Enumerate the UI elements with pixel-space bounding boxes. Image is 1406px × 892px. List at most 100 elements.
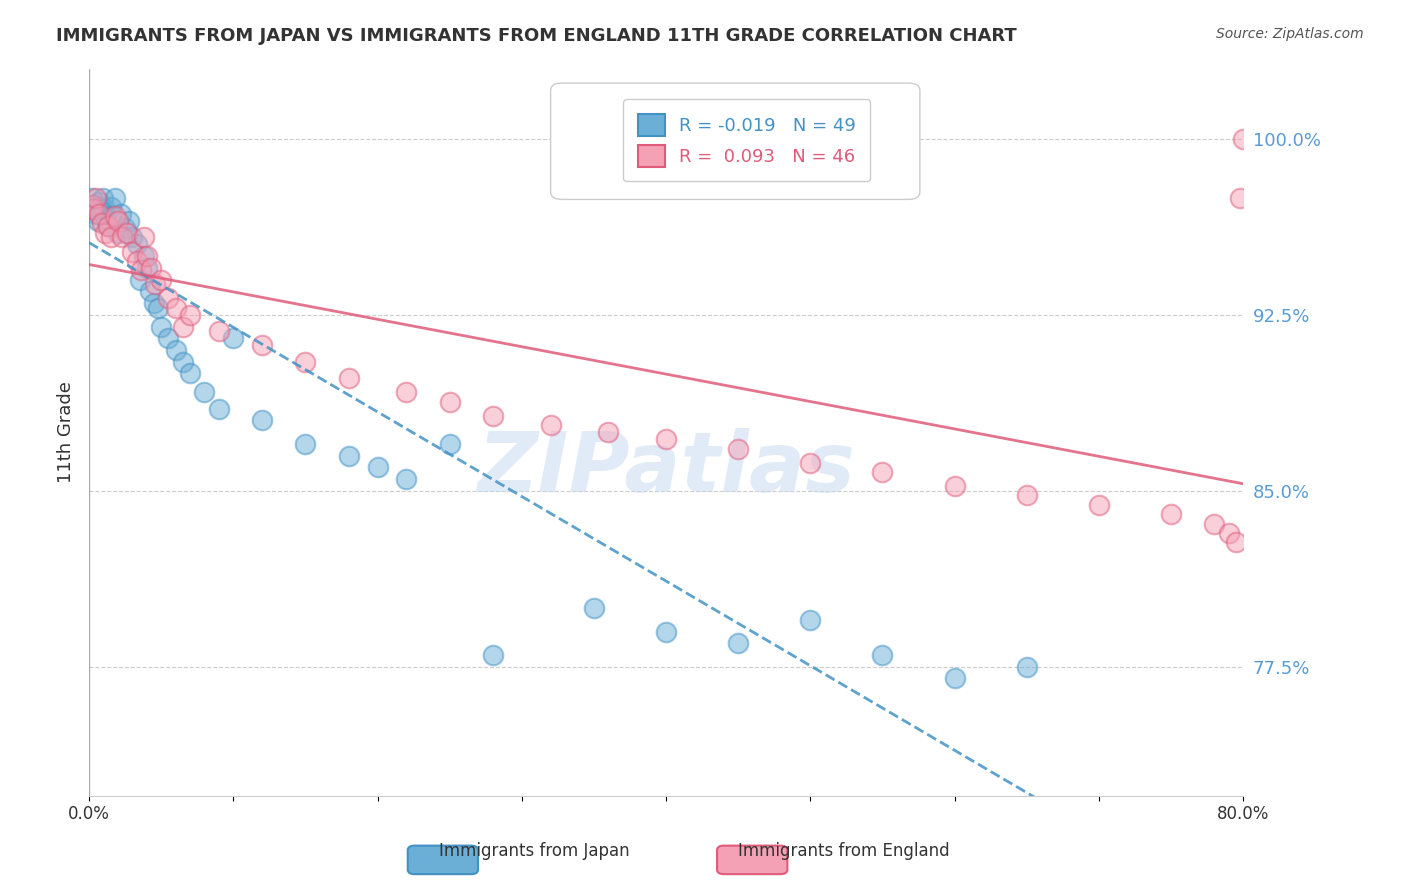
Point — [97, 219, 120, 233]
Point — [91, 216, 114, 230]
Point — [582, 601, 605, 615]
Point — [148, 301, 170, 315]
Point — [540, 418, 562, 433]
Point — [91, 204, 114, 219]
Point — [172, 355, 194, 369]
Point — [395, 472, 418, 486]
Text: Immigrants from England: Immigrants from England — [738, 842, 949, 860]
Point — [1015, 488, 1038, 502]
Point — [395, 385, 418, 400]
Point — [165, 343, 187, 357]
Point — [655, 432, 678, 446]
Point — [80, 197, 103, 211]
Point — [157, 292, 180, 306]
Point — [294, 355, 316, 369]
Point — [138, 285, 160, 299]
Point — [179, 308, 201, 322]
Point — [104, 210, 127, 224]
Point — [157, 331, 180, 345]
Point — [337, 371, 360, 385]
Point — [1229, 190, 1251, 204]
Point — [128, 273, 150, 287]
Point — [96, 211, 118, 226]
Point — [150, 273, 173, 287]
Point — [799, 456, 821, 470]
Point — [100, 200, 122, 214]
Point — [118, 214, 141, 228]
Point — [598, 425, 620, 439]
Point — [655, 624, 678, 639]
Point — [84, 207, 107, 221]
Point — [110, 207, 132, 221]
Point — [80, 190, 103, 204]
Point — [87, 214, 110, 228]
Point — [135, 249, 157, 263]
Point — [179, 367, 201, 381]
Point — [1232, 132, 1254, 146]
Point — [125, 253, 148, 268]
Point — [143, 296, 166, 310]
Point — [89, 195, 111, 210]
Point — [222, 331, 245, 345]
Point — [89, 207, 111, 221]
Point — [94, 202, 117, 217]
Point — [482, 409, 505, 423]
Point — [943, 479, 966, 493]
Point — [90, 200, 112, 214]
Text: Source: ZipAtlas.com: Source: ZipAtlas.com — [1216, 27, 1364, 41]
Legend: R = -0.019   N = 49, R =  0.093   N = 46: R = -0.019 N = 49, R = 0.093 N = 46 — [623, 99, 870, 181]
Point — [482, 648, 505, 662]
Point — [727, 636, 749, 650]
Point — [82, 197, 104, 211]
Point — [799, 613, 821, 627]
Point — [1218, 526, 1240, 541]
Point — [165, 301, 187, 315]
Point — [727, 442, 749, 456]
Point — [97, 219, 120, 233]
Point — [872, 465, 894, 479]
Point — [115, 226, 138, 240]
Point — [121, 244, 143, 259]
Point — [193, 385, 215, 400]
Point — [337, 449, 360, 463]
Point — [943, 672, 966, 686]
Point — [208, 401, 231, 416]
Point — [150, 319, 173, 334]
Point — [1087, 498, 1109, 512]
FancyBboxPatch shape — [551, 83, 920, 200]
Point — [135, 260, 157, 275]
Point — [1160, 508, 1182, 522]
Point — [208, 324, 231, 338]
Text: Immigrants from Japan: Immigrants from Japan — [439, 842, 630, 860]
Point — [139, 260, 162, 275]
Point — [121, 230, 143, 244]
Point — [114, 221, 136, 235]
Point — [132, 230, 155, 244]
Point — [82, 202, 104, 217]
Point — [84, 190, 107, 204]
Point — [132, 249, 155, 263]
Point — [1225, 535, 1247, 549]
Point — [107, 226, 129, 240]
Point — [104, 190, 127, 204]
Point — [250, 413, 273, 427]
Point — [250, 338, 273, 352]
Point — [1204, 516, 1226, 531]
Point — [172, 319, 194, 334]
Text: IMMIGRANTS FROM JAPAN VS IMMIGRANTS FROM ENGLAND 11TH GRADE CORRELATION CHART: IMMIGRANTS FROM JAPAN VS IMMIGRANTS FROM… — [56, 27, 1017, 45]
Point — [93, 190, 115, 204]
Point — [367, 460, 389, 475]
Point — [83, 202, 105, 217]
Point — [1015, 659, 1038, 673]
Point — [125, 237, 148, 252]
Point — [94, 226, 117, 240]
Point — [107, 214, 129, 228]
Point — [111, 230, 134, 244]
Y-axis label: 11th Grade: 11th Grade — [58, 381, 75, 483]
Text: ZIPatlas: ZIPatlas — [477, 428, 855, 509]
Point — [145, 277, 167, 292]
Point — [439, 394, 461, 409]
Point — [872, 648, 894, 662]
Point — [129, 263, 152, 277]
Point — [101, 210, 124, 224]
